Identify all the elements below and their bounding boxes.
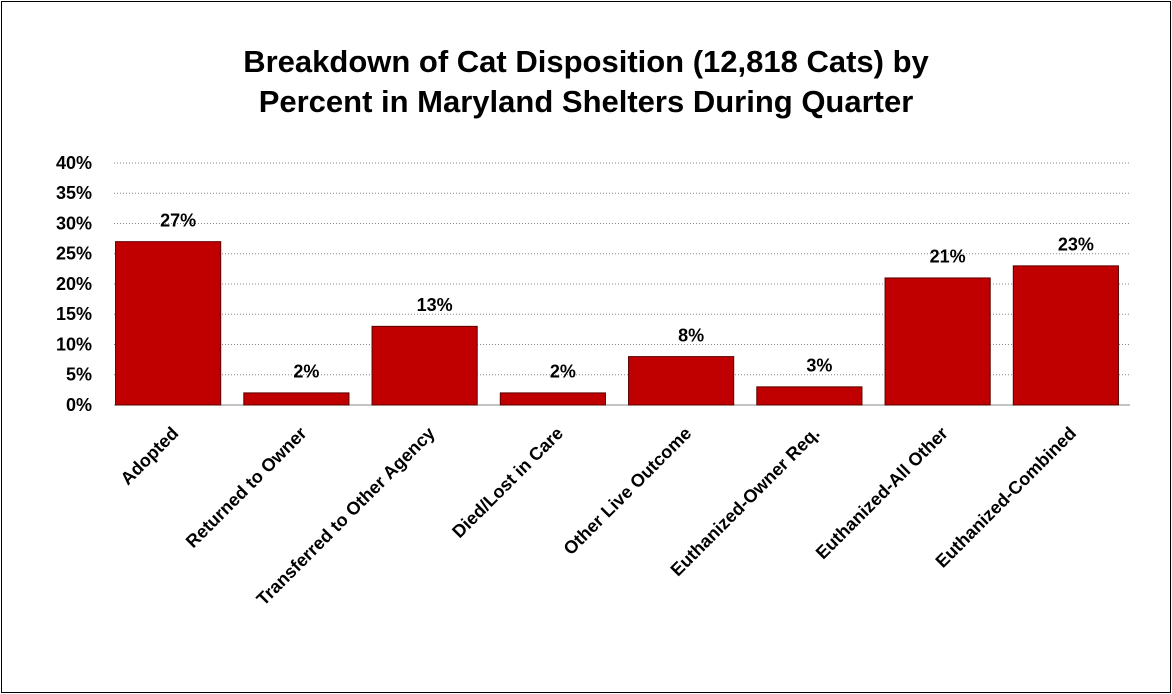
y-tick-label: 0% — [66, 395, 92, 415]
y-tick-label: 20% — [56, 274, 92, 294]
x-tick-label: Euthanized-All Other — [812, 423, 952, 563]
y-tick-label: 35% — [56, 183, 92, 203]
bar — [1012, 265, 1119, 406]
x-tick-label: Adopted — [117, 423, 183, 489]
y-tick-label: 15% — [56, 304, 92, 324]
bar — [499, 392, 606, 406]
x-tick-label: Died/Lost in Care — [448, 423, 567, 542]
value-label: 23% — [1058, 235, 1094, 255]
x-tick-label: Euthanized-Combined — [932, 423, 1080, 571]
y-tick-label: 5% — [66, 365, 92, 385]
x-tick-label: Other Live Outcome — [560, 423, 696, 559]
value-label: 21% — [930, 247, 966, 267]
y-tick-label: 25% — [56, 244, 92, 264]
bar — [243, 392, 350, 406]
value-label: 27% — [160, 210, 196, 230]
bar — [115, 241, 222, 406]
x-tick-label: Euthanized-Owner Req. — [667, 423, 824, 580]
bar — [628, 356, 735, 406]
bar — [756, 386, 863, 406]
bar — [884, 277, 991, 406]
value-label: 3% — [806, 356, 832, 376]
y-tick-label: 10% — [56, 334, 92, 354]
y-tick-label: 40% — [56, 153, 92, 173]
value-label: 2% — [293, 362, 319, 382]
bar — [371, 325, 478, 406]
y-tick-label: 30% — [56, 213, 92, 233]
x-tick-label: Returned to Owner — [182, 423, 311, 552]
value-label: 8% — [678, 325, 704, 345]
value-label: 13% — [417, 295, 453, 315]
value-label: 2% — [550, 362, 576, 382]
chart-title: Breakdown of Cat Disposition (12,818 Cat… — [243, 44, 929, 119]
